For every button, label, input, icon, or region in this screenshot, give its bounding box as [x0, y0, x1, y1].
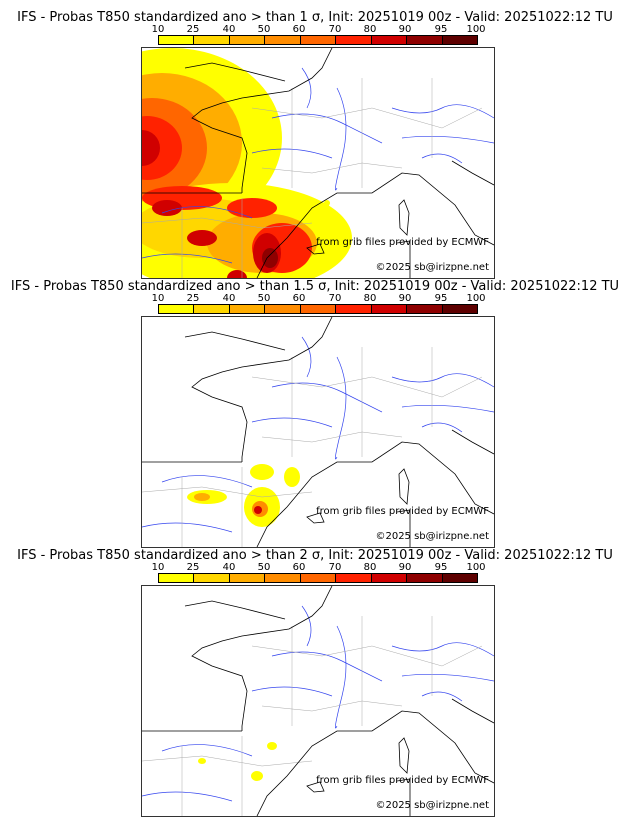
map-panel: from grib files provided by ECMWF ©2025 … — [141, 47, 495, 279]
colorbar-bin — [300, 305, 337, 313]
colorbar-tick-label: 25 — [186, 24, 200, 35]
colorbar-tick-label: 95 — [434, 562, 448, 573]
colorbar-bin — [229, 305, 266, 313]
probability-area — [267, 742, 277, 750]
panel-title: IFS - Probas T850 standardized ano > tha… — [10, 279, 620, 294]
map-panel: from grib files provided by ECMWF ©2025 … — [141, 585, 495, 817]
colorbar-bin — [194, 574, 230, 582]
colorbar-tick-label: 10 — [151, 24, 165, 35]
colorbar-tick-label: 100 — [466, 562, 486, 573]
probability-area — [142, 130, 160, 166]
copyright: ©2025 sb@irizpne.net — [375, 531, 489, 542]
colorbar-tick-label: 95 — [434, 24, 448, 35]
map — [142, 586, 494, 816]
colorbar-bin — [407, 305, 443, 313]
colorbar-bin — [336, 36, 372, 44]
source-credit: from grib files provided by ECMWF — [316, 237, 489, 248]
probability-area — [324, 200, 330, 206]
probability-area — [262, 248, 278, 268]
colorbar-tick-label: 50 — [257, 562, 271, 573]
colorbar-bin — [194, 36, 230, 44]
colorbar-bin — [265, 305, 301, 313]
colorbar-bin — [159, 36, 195, 44]
colorbar — [158, 573, 478, 583]
colorbar-tick-label: 95 — [434, 293, 448, 304]
colorbar-tick-label: 10 — [151, 562, 165, 573]
colorbar-tick-label: 70 — [328, 24, 342, 35]
panel-title: IFS - Probas T850 standardized ano > tha… — [17, 548, 613, 563]
colorbar-tick-label: 70 — [328, 562, 342, 573]
colorbar-tick-label: 70 — [328, 293, 342, 304]
colorbar-bin — [194, 305, 230, 313]
colorbar-tick-label: 90 — [398, 24, 412, 35]
colorbar-bin — [229, 574, 266, 582]
panel-title: IFS - Probas T850 standardized ano > tha… — [17, 10, 613, 25]
colorbar-tick-label: 80 — [363, 24, 377, 35]
colorbar-tick-label: 25 — [186, 293, 200, 304]
colorbar-bin — [336, 574, 372, 582]
colorbar-tick-label: 60 — [292, 562, 306, 573]
probability-area — [251, 771, 263, 781]
colorbar-bin — [229, 36, 266, 44]
colorbar-tick-label: 100 — [466, 24, 486, 35]
map — [142, 48, 494, 278]
colorbar-bin — [407, 36, 443, 44]
source-credit: from grib files provided by ECMWF — [316, 506, 489, 517]
colorbar-tick-label: 40 — [222, 293, 236, 304]
probability-area — [250, 464, 274, 480]
colorbar-tick-label: 25 — [186, 562, 200, 573]
colorbar-bin — [371, 36, 408, 44]
colorbar-tick-label: 50 — [257, 293, 271, 304]
colorbar-bin — [407, 574, 443, 582]
colorbar-bin — [300, 36, 337, 44]
colorbar-bin — [336, 305, 372, 313]
probability-area — [142, 116, 182, 180]
probability-area — [194, 493, 210, 501]
colorbar-tick-label: 90 — [398, 562, 412, 573]
colorbar-tick-label: 90 — [398, 293, 412, 304]
colorbar-tick-label: 100 — [466, 293, 486, 304]
probability-area — [198, 758, 206, 764]
colorbar-tick-label: 50 — [257, 24, 271, 35]
probability-area — [187, 230, 217, 246]
probability-area — [227, 198, 277, 218]
colorbar-bin — [442, 574, 477, 582]
colorbar-bin — [159, 305, 195, 313]
colorbar-bin — [371, 574, 408, 582]
colorbar-bin — [159, 574, 195, 582]
colorbar-bin — [442, 305, 477, 313]
map-panel: from grib files provided by ECMWF ©2025 … — [141, 316, 495, 548]
source-credit: from grib files provided by ECMWF — [316, 775, 489, 786]
colorbar — [158, 35, 478, 45]
colorbar-tick-label: 80 — [363, 562, 377, 573]
probability-area — [152, 200, 182, 216]
colorbar-tick-label: 40 — [222, 562, 236, 573]
colorbar-bin — [265, 36, 301, 44]
probability-area — [254, 506, 262, 514]
colorbar-tick-label: 60 — [292, 293, 306, 304]
colorbar-tick-label: 10 — [151, 293, 165, 304]
probability-area — [284, 467, 300, 487]
copyright: ©2025 sb@irizpne.net — [375, 262, 489, 273]
colorbar-tick-label: 60 — [292, 24, 306, 35]
colorbar-bin — [300, 574, 337, 582]
colorbar-bin — [442, 36, 477, 44]
colorbar-bin — [265, 574, 301, 582]
colorbar-tick-label: 80 — [363, 293, 377, 304]
colorbar-bin — [371, 305, 408, 313]
colorbar — [158, 304, 478, 314]
map — [142, 317, 494, 547]
copyright: ©2025 sb@irizpne.net — [375, 800, 489, 811]
colorbar-tick-label: 40 — [222, 24, 236, 35]
